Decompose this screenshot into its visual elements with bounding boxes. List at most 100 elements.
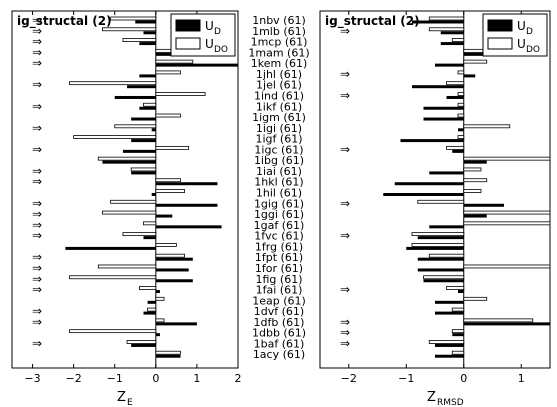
left-x-axis-label: Z: [117, 390, 126, 405]
left-bar-ud: [155, 225, 222, 229]
right-bar-udo: [451, 350, 465, 355]
left-bar-udo: [143, 221, 157, 226]
right-bar-ud: [406, 246, 464, 250]
category-label: 1mlb (61): [252, 25, 306, 38]
left-bar-udo: [155, 318, 165, 323]
right-bar-udo: [457, 113, 465, 118]
right-bar-udo: [423, 275, 465, 280]
left-bar-ud: [155, 63, 238, 67]
left-bar-ud: [143, 311, 156, 315]
right-arrow-marker: ⇒: [340, 315, 350, 329]
left-bar-ud: [151, 128, 156, 132]
left-bar-ud: [143, 31, 156, 35]
right-bar-ud: [417, 268, 464, 272]
category-label: 1igf (61): [256, 133, 303, 146]
right-arrow-marker: ⇒: [340, 229, 350, 243]
left-x-axis-label-sub: E: [127, 398, 133, 407]
right-arrow-marker: ⇒: [340, 336, 350, 350]
left-bar-ud: [155, 333, 160, 337]
left-bar-ud: [155, 182, 218, 186]
left-arrow-marker: ⇒: [32, 164, 42, 178]
left-bar-udo: [147, 307, 157, 312]
right-arrow-marker: ⇒: [340, 142, 350, 156]
right-bar-udo: [428, 16, 465, 21]
right-x-tick-label: 1: [518, 372, 525, 385]
right-bar-udo: [428, 27, 465, 32]
right-bar-ud: [463, 214, 487, 218]
left-bar-udo: [138, 286, 157, 290]
right-legend-swatch: [487, 19, 513, 32]
right-bar-udo: [463, 221, 551, 226]
left-bar-ud: [155, 257, 193, 261]
left-bar-ud: [139, 74, 156, 78]
category-label: 1baf (61): [254, 337, 305, 350]
left-bar-ud: [155, 290, 160, 294]
left-bar-udo: [155, 243, 177, 247]
left-bar-udo: [126, 340, 157, 344]
left-arrow-marker: ⇒: [32, 45, 42, 59]
category-label: 1ggi (61): [254, 208, 304, 221]
left-bar-ud: [155, 214, 173, 218]
right-bar-ud: [440, 31, 464, 35]
category-label: 1jhl (61): [256, 68, 302, 81]
left-bar-udo: [69, 329, 157, 334]
left-arrow-marker: ⇒: [32, 229, 42, 243]
left-bar-udo: [155, 189, 185, 193]
right-bar-ud: [435, 311, 464, 315]
right-bar-ud: [435, 63, 464, 67]
category-label: 1fvc (61): [254, 230, 304, 243]
right-bar-udo: [428, 340, 465, 344]
left-plot-frame: [11, 10, 239, 369]
right-bar-ud: [417, 236, 464, 240]
left-bar-udo: [122, 232, 157, 237]
right-bar-udo: [463, 210, 551, 215]
left-bar-udo: [155, 145, 190, 150]
category-label: 1fig (61): [256, 273, 303, 286]
left-bar-udo: [122, 38, 157, 42]
right-bar-udo: [463, 124, 511, 129]
left-bar-ud: [155, 268, 189, 272]
left-x-tick-label: 2: [235, 372, 242, 385]
left-bar-udo: [155, 92, 206, 96]
category-label: 1jel (61): [256, 79, 302, 92]
category-label: 1dfb (61): [254, 316, 305, 329]
left-arrow-marker: ⇒: [32, 336, 42, 350]
right-bar-ud: [412, 20, 464, 24]
right-chart-title: ig_structal (2): [325, 14, 420, 29]
right-x-axis-label: Z: [427, 390, 436, 405]
right-bar-ud: [423, 279, 464, 283]
category-label: 1hil (61): [256, 187, 302, 200]
left-bar-ud: [155, 354, 181, 358]
left-legend-label-sub: DO: [214, 45, 228, 55]
right-bar-ud: [463, 160, 487, 164]
left-arrow-marker: ⇒: [32, 250, 42, 264]
left-bar-udo: [69, 81, 157, 86]
left-bar-udo: [155, 113, 181, 118]
right-bar-udo: [463, 264, 551, 269]
left-bar-ud: [135, 20, 156, 24]
left-bar-ud: [143, 236, 156, 240]
right-bar-udo: [463, 296, 488, 301]
right-bar-udo: [451, 329, 465, 334]
right-bar-ud: [458, 290, 464, 294]
right-bar-udo: [463, 59, 488, 64]
right-bar-udo: [446, 286, 465, 290]
left-bar-ud: [102, 160, 156, 164]
left-arrow-marker: ⇒: [32, 315, 42, 329]
left-x-tick-label: 1: [193, 372, 200, 385]
left-arrow-marker: ⇒: [32, 13, 42, 27]
category-label: 1dvf (61): [254, 305, 304, 318]
left-arrow-marker: ⇒: [32, 261, 42, 275]
left-legend-label: U: [205, 19, 214, 33]
category-label: 1for (61): [255, 262, 303, 275]
left-bar-udo: [102, 210, 157, 215]
left-arrow-marker: ⇒: [32, 283, 42, 297]
right-bar-udo: [457, 70, 465, 75]
left-arrow-marker: ⇒: [32, 99, 42, 113]
left-x-tick-label: −2: [66, 372, 82, 385]
right-bar-udo: [428, 253, 465, 258]
category-label: 1mcp (61): [251, 36, 308, 49]
right-bar-udo: [457, 102, 465, 107]
left-arrow-marker: ⇒: [32, 207, 42, 221]
